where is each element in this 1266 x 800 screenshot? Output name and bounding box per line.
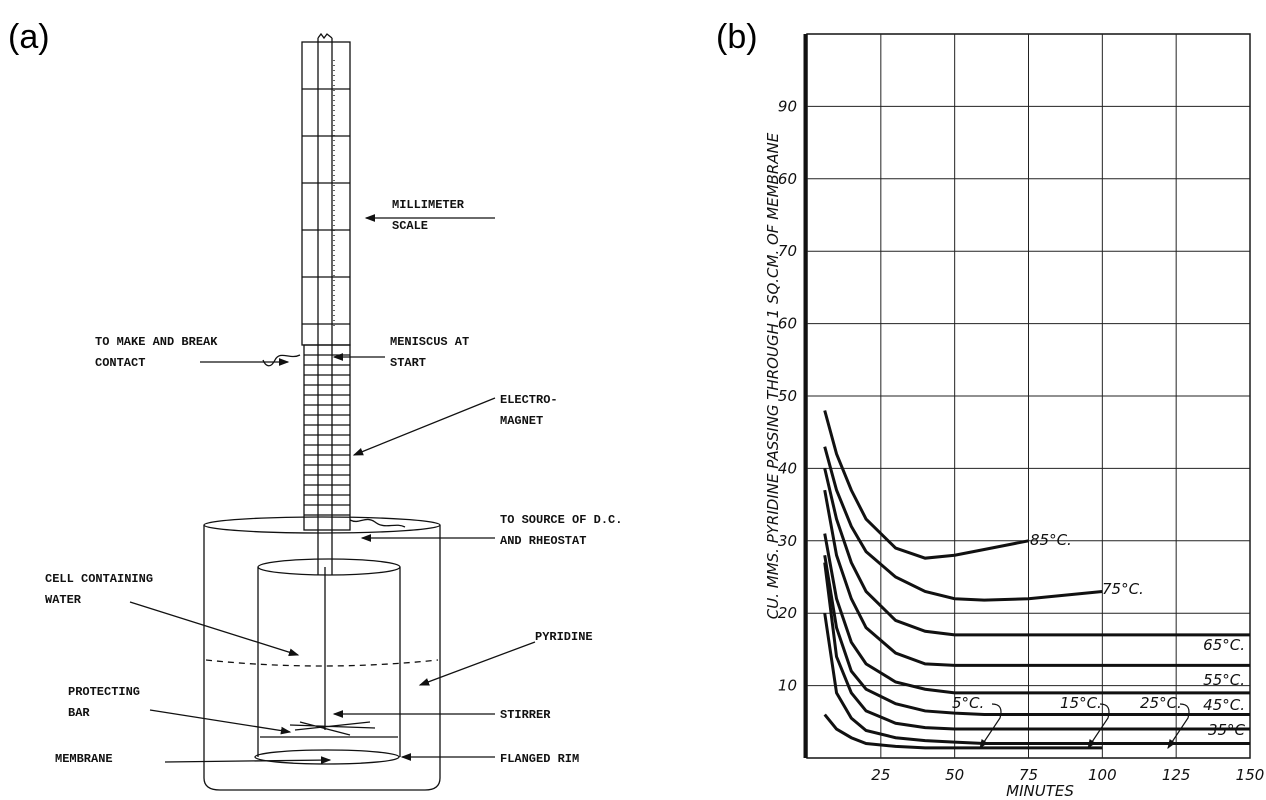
diagram-label: AND RHEOSTAT: [500, 534, 586, 548]
series-label: 55°C.: [1203, 671, 1245, 689]
apparatus: [203, 32, 441, 791]
y-tick-label: 40: [778, 459, 797, 477]
y-tick-label: 10: [778, 677, 797, 695]
label-pointer: [979, 703, 1002, 749]
x-tick-label: 75: [1019, 766, 1038, 784]
diagram-label: TO MAKE AND BREAK: [95, 335, 218, 349]
y-axis-label: CU. MMS. PYRIDINE PASSING THROUGH 1 SQ.C…: [764, 132, 782, 619]
x-tick-label: 50: [945, 766, 964, 784]
series-line: [823, 612, 1250, 746]
diagram-label: WATER: [45, 593, 82, 607]
diagram-label: PYRIDINE: [535, 630, 593, 644]
diagram-label: FLANGED RIM: [500, 752, 579, 766]
diagram-label: TO SOURCE OF D.C.: [500, 513, 622, 527]
diagram-labels: MILLIMETER SCALE TO MAKE AND BREAK CONTACT M…: [45, 198, 622, 766]
y-tick-label: 90: [778, 97, 797, 115]
series-label: 15°C.: [1060, 694, 1102, 712]
x-tick-label: 25: [871, 766, 890, 784]
diagram-label: STIRRER: [500, 708, 551, 722]
label-pointer: [1167, 703, 1190, 749]
series-line: [823, 410, 1029, 560]
x-tick-label: 100: [1088, 766, 1117, 784]
diagram-label: MILLIMETER: [392, 198, 465, 212]
series-line: [823, 555, 1250, 717]
y-tick-label: 60: [778, 315, 797, 333]
series-line: [823, 489, 1250, 667]
x-tick-label: 125: [1162, 766, 1191, 784]
diagram-label: PROTECTING: [68, 685, 140, 699]
y-tick-label: 50: [778, 387, 797, 405]
series-line: [823, 533, 1250, 695]
series-line: [823, 562, 1250, 731]
diagram-label: SCALE: [392, 219, 428, 233]
series-label: 25°C.: [1140, 694, 1182, 712]
series-label: 85°C.: [1030, 531, 1072, 549]
series-label: 5°C.: [952, 694, 984, 712]
series-line: [823, 468, 1250, 637]
series-label: 65°C.: [1203, 636, 1245, 654]
series-label: 45°C.: [1203, 696, 1245, 714]
y-tick-label: 20: [778, 604, 797, 622]
series-label: 75°C.: [1102, 580, 1144, 598]
diagram-label: BAR: [68, 706, 90, 720]
diagram-arrows: [129, 214, 536, 765]
panel-label: (a): [8, 18, 50, 56]
diagram-label: START: [390, 356, 426, 370]
diagram-label: ELECTRO-: [500, 393, 558, 407]
diagram-label: MEMBRANE: [55, 752, 113, 766]
x-axis-label: MINUTES: [1006, 782, 1074, 800]
series-line: [823, 713, 1103, 750]
y-tick-label: 30: [778, 532, 797, 550]
label-pointer: [1087, 703, 1110, 749]
x-tick-label: 150: [1236, 766, 1265, 784]
diagram-label: CONTACT: [95, 356, 145, 370]
y-tick-label: 70: [778, 242, 797, 260]
y-tick-label: 60: [778, 170, 797, 188]
series-line: [823, 446, 1103, 602]
diagram-label: MENISCUS AT: [390, 335, 469, 349]
diagram-label: MAGNET: [500, 414, 543, 428]
panel-label: (b): [716, 18, 758, 56]
diagram-label: CELL CONTAINING: [45, 572, 153, 586]
